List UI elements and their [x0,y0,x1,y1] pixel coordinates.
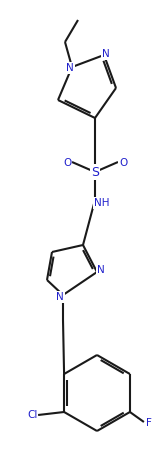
Text: O: O [119,158,127,168]
Text: F: F [146,418,152,428]
Text: N: N [102,49,110,59]
Text: Cl: Cl [27,410,37,420]
Text: NH: NH [94,198,110,208]
Text: N: N [66,63,74,73]
Text: O: O [63,158,71,168]
Text: N: N [97,265,105,275]
Text: S: S [91,166,99,179]
Text: N: N [56,292,64,302]
